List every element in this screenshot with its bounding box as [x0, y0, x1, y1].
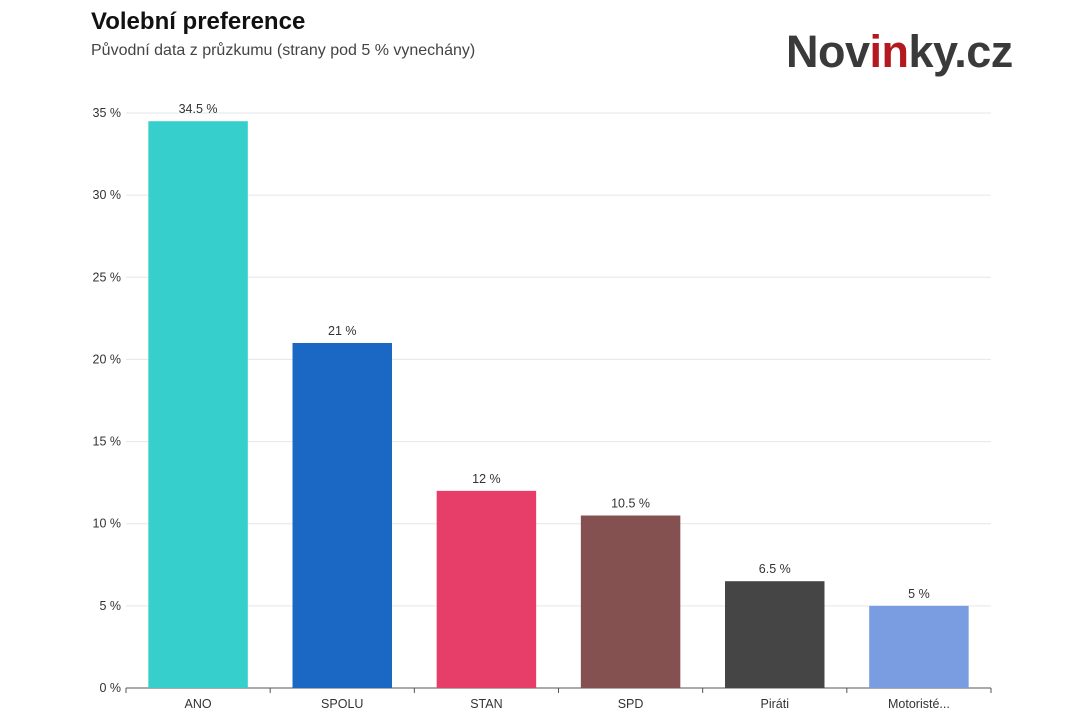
bar-stan [436, 490, 537, 688]
logo-text-accent: in [869, 26, 910, 77]
x-tick-label: Motoristé... [888, 697, 950, 711]
data-label: 5 % [908, 587, 930, 601]
x-tick-label: Piráti [761, 697, 789, 711]
y-tick-label: 30 % [93, 188, 122, 202]
y-tick-label: 0 % [99, 681, 121, 695]
chart-subtitle: Původní data z průzkumu (strany pod 5 % … [91, 42, 476, 59]
bar-motorist [869, 605, 969, 688]
data-label: 6.5 % [759, 562, 791, 576]
bar-spd [580, 515, 681, 688]
y-tick-label: 10 % [93, 517, 122, 531]
x-tick-label: SPD [618, 697, 644, 711]
bar-spolu [292, 343, 392, 688]
y-tick-label: 20 % [93, 352, 122, 366]
logo-text-2: ky.cz [908, 26, 1014, 77]
data-label: 34.5 % [179, 102, 218, 116]
novinky-logo[interactable]: Novinky.cz [786, 26, 1013, 78]
data-label: 10.5 % [611, 497, 650, 511]
x-tick-label: STAN [470, 697, 502, 711]
data-label: 21 % [328, 324, 357, 338]
logo-text-1: Nov [786, 26, 870, 77]
y-tick-label: 15 % [93, 435, 122, 449]
x-tick-label: ANO [185, 697, 212, 711]
bar-ano [148, 121, 248, 688]
x-tick-label: SPOLU [321, 697, 363, 711]
data-label: 12 % [472, 472, 501, 486]
chart-title: Volební preference [91, 8, 306, 35]
y-tick-label: 5 % [99, 599, 121, 613]
y-tick-label: 25 % [93, 270, 122, 284]
bar-pirti [725, 581, 825, 688]
y-tick-label: 35 % [93, 106, 122, 120]
